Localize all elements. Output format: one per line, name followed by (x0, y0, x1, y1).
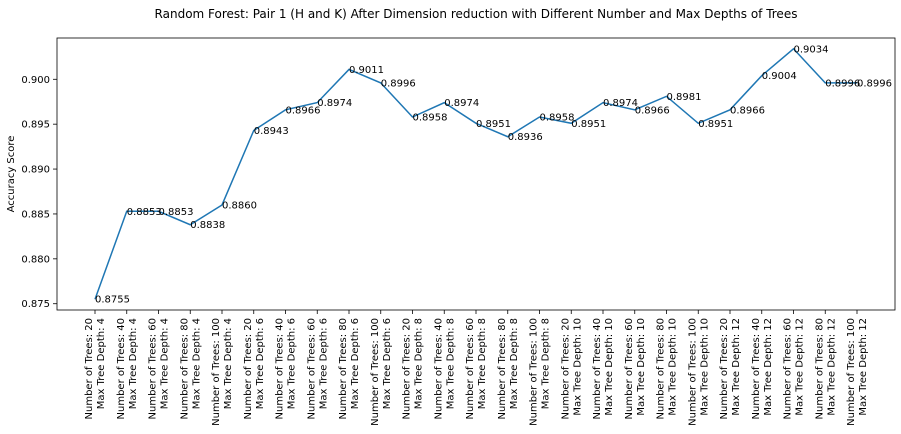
x-tick-label-trees: Number of Trees: 60 (783, 318, 794, 419)
x-tick-label-trees: Number of Trees: 20 (84, 318, 95, 419)
data-label: 0.8981 (667, 92, 702, 103)
x-axis: Number of Trees: 20 Max Tree Depth: 4 Numb… (84, 310, 869, 426)
x-tick-label-depth: Max Tree Depth: 10 (636, 318, 647, 416)
data-label: 0.9034 (794, 44, 829, 55)
data-label: 0.8996 (825, 78, 860, 89)
x-tick-label-depth: Max Tree Depth: 4 (160, 318, 171, 409)
x-tick-label-trees: Number of Trees: 100 (211, 318, 222, 426)
data-label: 0.8860 (222, 200, 257, 211)
chart-title: Random Forest: Pair 1 (H and K) After Di… (155, 7, 798, 21)
x-tick-label-depth: Max Tree Depth: 8 (477, 318, 488, 409)
data-label: 0.8853 (159, 207, 194, 218)
data-label: 0.8951 (571, 119, 606, 130)
y-tick-label: 0.885 (21, 209, 50, 220)
x-tick-label-depth: Max Tree Depth: 6 (350, 318, 361, 409)
x-tick-label-trees: Number of Trees: 40 (433, 318, 444, 419)
data-label: 0.8958 (540, 112, 575, 123)
data-label: 0.8755 (95, 295, 130, 306)
y-tick-label: 0.875 (21, 299, 50, 310)
data-label: 0.8996 (857, 78, 892, 89)
x-tick-label-depth: Max Tree Depth: 10 (572, 318, 583, 416)
x-tick-label-depth: Max Tree Depth: 4 (96, 318, 107, 409)
x-tick-label-depth: Max Tree Depth: 4 (223, 318, 234, 409)
x-tick-label-depth: Max Tree Depth: 6 (287, 318, 298, 409)
x-tick-label-depth: Max Tree Depth: 12 (858, 318, 869, 416)
data-label: 0.9004 (762, 71, 797, 82)
data-label: 0.8974 (603, 98, 638, 109)
x-tick-label-trees: Number of Trees: 20 (402, 318, 413, 419)
x-tick-label-depth: Max Tree Depth: 12 (763, 318, 774, 416)
x-tick-label-trees: Number of Trees: 40 (275, 318, 286, 419)
data-label: 0.8966 (286, 105, 321, 116)
x-tick-label-depth: Max Tree Depth: 10 (699, 318, 710, 416)
x-tick-label-depth: Max Tree Depth: 6 (382, 318, 393, 409)
x-tick-label-trees: Number of Trees: 60 (465, 318, 476, 419)
data-label: 0.8996 (381, 78, 416, 89)
data-label: 0.8853 (127, 207, 162, 218)
x-tick-label-trees: Number of Trees: 20 (719, 318, 730, 419)
x-tick-label-trees: Number of Trees: 20 (560, 318, 571, 419)
x-tick-label-trees: Number of Trees: 80 (179, 318, 190, 419)
y-tick-label: 0.880 (21, 254, 50, 265)
x-tick-label-trees: Number of Trees: 100 (687, 318, 698, 426)
data-label: 0.8966 (635, 105, 670, 116)
x-tick-label-depth: Max Tree Depth: 6 (255, 318, 266, 409)
data-label: 0.8943 (254, 126, 289, 137)
x-tick-label-depth: Max Tree Depth: 10 (668, 318, 679, 416)
data-label: 0.8936 (508, 132, 543, 143)
y-axis: 0.875 0.880 0.885 0.890 0.895 0.900 (21, 75, 57, 310)
x-tick-label-trees: Number of Trees: 80 (497, 318, 508, 419)
x-tick-label-depth: Max Tree Depth: 8 (541, 318, 552, 409)
y-tick-label: 0.900 (21, 75, 50, 86)
x-tick-label-depth: Max Tree Depth: 4 (191, 318, 202, 409)
x-tick-label-trees: Number of Trees: 20 (243, 318, 254, 419)
data-label: 0.8974 (444, 98, 479, 109)
data-label: 0.8838 (190, 220, 225, 231)
x-tick-label-trees: Number of Trees: 100 (370, 318, 381, 426)
x-tick-label-depth: Max Tree Depth: 10 (604, 318, 615, 416)
x-tick-label-trees: Number of Trees: 100 (529, 318, 540, 426)
x-tick-label-depth: Max Tree Depth: 6 (318, 318, 329, 409)
x-tick-label-depth: Max Tree Depth: 12 (795, 318, 806, 416)
x-tick-label-trees: Number of Trees: 40 (751, 318, 762, 419)
y-tick-label: 0.895 (21, 120, 50, 131)
x-tick-label-trees: Number of Trees: 80 (656, 318, 667, 419)
x-tick-label-depth: Max Tree Depth: 12 (826, 318, 837, 416)
data-label: 0.8951 (698, 119, 733, 130)
x-tick-label-trees: Number of Trees: 60 (306, 318, 317, 419)
x-tick-label-depth: Max Tree Depth: 4 (128, 318, 139, 409)
accuracy-line (94, 47, 857, 300)
data-label: 0.8958 (413, 112, 448, 123)
x-tick-label-trees: Number of Trees: 80 (338, 318, 349, 419)
data-label: 0.8974 (317, 98, 352, 109)
x-tick-label-depth: Max Tree Depth: 8 (414, 318, 425, 409)
y-tick-label: 0.890 (21, 165, 50, 176)
data-label: 0.9011 (349, 65, 384, 76)
data-label: 0.8966 (730, 105, 765, 116)
plot-frame (56, 37, 896, 311)
y-axis-label: Accuracy Score (6, 136, 17, 213)
x-tick-label-trees: Number of Trees: 40 (592, 318, 603, 419)
x-tick-label-depth: Max Tree Depth: 8 (509, 318, 520, 409)
x-tick-label-trees: Number of Trees: 60 (148, 318, 159, 419)
x-tick-label-trees: Number of Trees: 60 (624, 318, 635, 419)
x-tick-label-trees: Number of Trees: 80 (814, 318, 825, 419)
x-tick-label-depth: Max Tree Depth: 12 (731, 318, 742, 416)
x-tick-label-trees: Number of Trees: 100 (846, 318, 857, 426)
x-tick-label-trees: Number of Trees: 40 (116, 318, 127, 419)
data-label: 0.8951 (476, 119, 511, 130)
x-tick-label-depth: Max Tree Depth: 8 (445, 318, 456, 409)
